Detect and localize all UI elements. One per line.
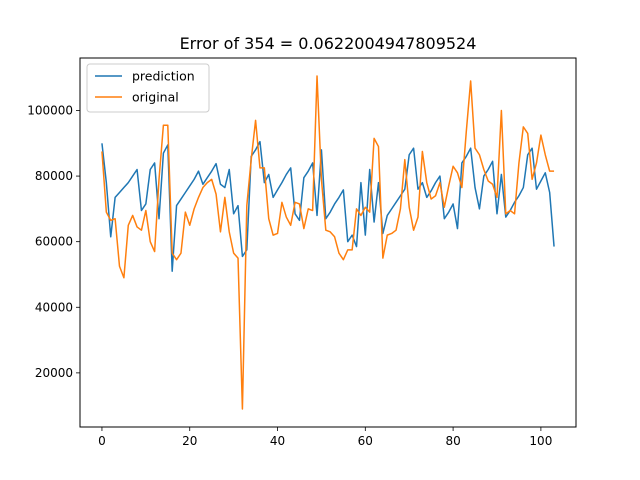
- x-tick-label: 60: [358, 434, 373, 448]
- x-tick-label: 40: [270, 434, 285, 448]
- y-tick-label: 60000: [35, 235, 73, 249]
- x-axis: 0 20 40 60 80 100: [98, 427, 552, 448]
- legend-label-prediction: prediction: [132, 69, 195, 84]
- axes-frame: [79, 57, 577, 428]
- x-tick-label: 0: [98, 434, 106, 448]
- y-tick-label: 40000: [35, 300, 73, 314]
- series-line-original: [101, 75, 555, 410]
- y-axis: 20000 40000 60000 80000 100000: [27, 103, 80, 380]
- chart-title: Error of 354 = 0.0622004947809524: [180, 34, 477, 53]
- legend: prediction original: [86, 63, 210, 113]
- y-tick-label: 80000: [35, 169, 73, 183]
- legend-label-original: original: [132, 90, 179, 105]
- y-tick-label: 20000: [35, 366, 73, 380]
- x-tick-label: 100: [529, 434, 552, 448]
- series-lines: [101, 75, 555, 410]
- series-line-prediction: [101, 140, 555, 272]
- x-tick-label: 80: [445, 434, 460, 448]
- y-tick-label: 100000: [27, 103, 73, 117]
- x-tick-label: 20: [182, 434, 197, 448]
